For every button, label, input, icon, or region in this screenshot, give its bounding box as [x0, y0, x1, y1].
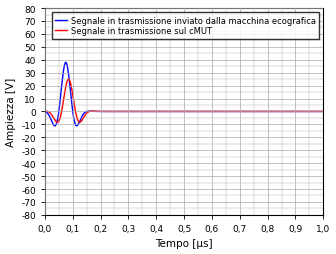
Segnale in trasmissione inviato dalla macchina ecografica — [59, 86, 64, 89]
Segnale in trasmissione inviato dalla macchina ecografica — [44, 111, 48, 114]
Segnale in trasmissione sul cMUT — [55, 121, 59, 124]
Line: Segnale in trasmissione inviato dalla macchina ecografica: Segnale in trasmissione inviato dalla ma… — [45, 63, 323, 126]
Segnale in trasmissione sul cMUT — [179, 110, 183, 114]
Segnale in trasmissione sul cMUT — [54, 121, 58, 124]
Segnale in trasmissione inviato dalla macchina ecografica — [64, 61, 68, 65]
Line: Segnale in trasmissione sul cMUT: Segnale in trasmissione sul cMUT — [45, 80, 323, 123]
Segnale in trasmissione inviato dalla macchina ecografica — [54, 123, 58, 126]
Segnale in trasmissione inviato dalla macchina ecografica — [97, 110, 101, 114]
Segnale in trasmissione inviato dalla macchina ecografica — [53, 125, 57, 128]
X-axis label: Tempo [µs]: Tempo [µs] — [155, 239, 213, 248]
Y-axis label: Ampiezza [V]: Ampiezza [V] — [6, 77, 15, 147]
Segnale in trasmissione inviato dalla macchina ecografica — [307, 110, 311, 114]
Segnale in trasmissione sul cMUT — [59, 111, 64, 114]
Segnale in trasmissione inviato dalla macchina ecografica — [43, 110, 47, 114]
Segnale in trasmissione sul cMUT — [43, 110, 47, 113]
Segnale in trasmissione sul cMUT — [97, 110, 101, 114]
Segnale in trasmissione inviato dalla macchina ecografica — [321, 110, 325, 114]
Segnale in trasmissione inviato dalla macchina ecografica — [179, 110, 183, 114]
Segnale in trasmissione sul cMUT — [307, 110, 311, 114]
Segnale in trasmissione sul cMUT — [67, 78, 71, 81]
Legend: Segnale in trasmissione inviato dalla macchina ecografica, Segnale in trasmissio: Segnale in trasmissione inviato dalla ma… — [52, 13, 319, 39]
Segnale in trasmissione sul cMUT — [44, 110, 48, 113]
Segnale in trasmissione sul cMUT — [321, 110, 325, 114]
